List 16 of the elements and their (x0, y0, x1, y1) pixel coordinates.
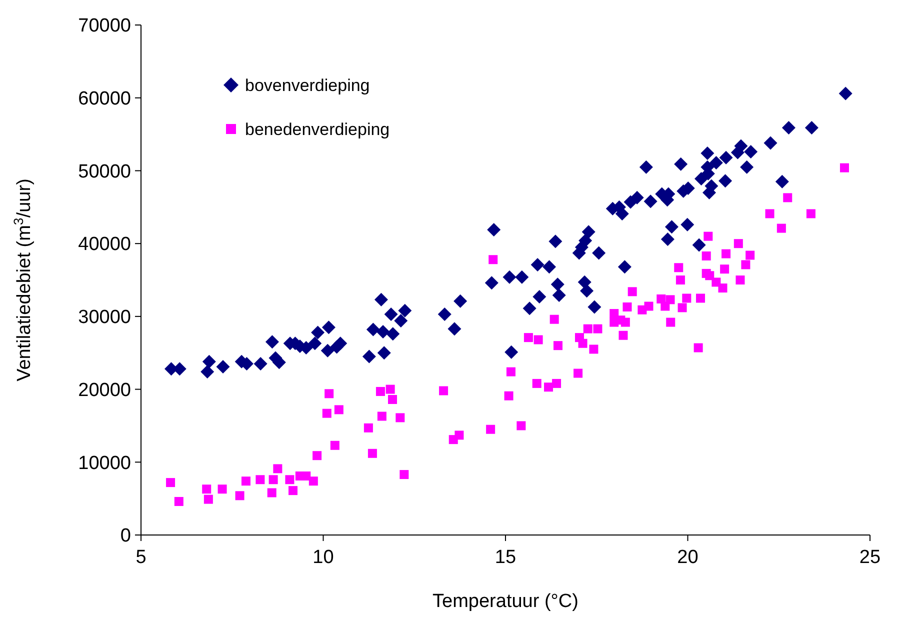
x-tick-label: 5 (136, 547, 146, 568)
legend-label: bovenverdieping (245, 76, 370, 95)
y-tick-label: 50000 (78, 161, 131, 182)
y-tick-label: 60000 (78, 88, 131, 110)
x-tick-label: 20 (677, 547, 698, 568)
y-tick-label: 10000 (78, 452, 131, 474)
legend-label: benedenverdieping (245, 120, 390, 139)
y-tick-label: 30000 (78, 307, 131, 328)
y-tick-label: 0 (120, 526, 131, 547)
x-tick-label: 25 (859, 547, 881, 568)
x-tick-label: 10 (312, 547, 334, 568)
y-tick-label: 20000 (78, 380, 131, 401)
x-tick-label: 15 (494, 547, 516, 568)
y-tick-label: 70000 (78, 16, 131, 37)
x-axis-title: Temperatuur (°C) (432, 591, 578, 612)
y-tick-label: 40000 (78, 234, 131, 256)
